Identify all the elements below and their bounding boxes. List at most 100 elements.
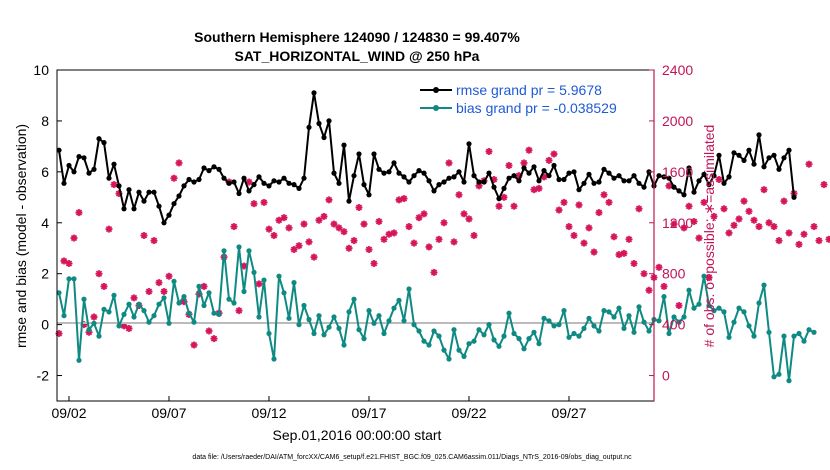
bias-point [756,300,762,306]
obs-marker [530,186,538,194]
obs-marker [355,203,363,211]
bias-point [666,330,672,337]
rmse-point [591,180,597,186]
rmse-point [771,152,777,158]
rmse-point [341,142,347,148]
bias-point [691,305,697,311]
rmse-point [56,147,62,153]
bias-point [71,276,77,282]
bias-point [476,327,482,333]
rmse-point [311,90,317,96]
rmse-point [281,175,287,181]
y-tick-label-left: 8 [41,113,49,129]
bias-point [106,309,112,315]
obs-marker [275,216,283,224]
obs-marker [505,161,513,169]
obs-marker [785,229,793,237]
bias-point [406,286,412,292]
rmse-point [261,180,267,186]
obs-marker [230,223,238,231]
bias-point [276,273,282,279]
obs-marker [555,206,563,214]
obs-marker [165,272,173,280]
bias-point [171,278,177,284]
rmse-point [366,192,372,198]
rmse-point [656,173,662,179]
obs-marker [645,286,653,294]
bias-point [746,323,752,329]
bias-point [686,287,692,293]
bias-point [571,330,577,337]
obs-marker [665,182,673,190]
bias-point [806,327,812,333]
bias-point [681,314,687,320]
obs-marker [435,235,443,243]
bias-point [466,341,472,347]
y-tick-label-left: 0 [41,317,49,333]
rmse-point [661,174,667,180]
obs-marker [655,263,663,271]
chart-subtitle: SAT_HORIZONTAL_WIND @ 250 hPa [235,48,480,64]
bias-point [286,315,292,321]
obs-marker [110,181,118,189]
bias-point [146,319,152,325]
rmse-point [246,188,252,194]
rmse-point [211,164,217,170]
rmse-point [466,141,472,147]
obs-marker [300,220,308,228]
rmse-point [416,168,422,174]
rmse-point [116,183,122,189]
obs-marker [485,147,493,155]
legend-bias-label: bias grand pr = -0.038529 [456,100,617,116]
rmse-point [671,184,677,190]
bias-point [601,308,607,314]
bias-point [86,327,92,333]
rmse-point [271,178,277,184]
bias-point [661,294,667,300]
obs-marker [640,270,648,278]
obs-marker [145,288,153,296]
rmse-point [71,169,77,175]
bias-point [346,309,352,315]
obs-marker [745,207,753,215]
bias-point [641,319,647,325]
obs-marker [260,198,268,206]
rmse-point [451,174,457,180]
bias-point [116,323,122,329]
rmse-point [256,174,262,180]
bias-point [366,308,372,314]
bias-point [341,342,347,348]
bias-point [266,330,272,337]
obs-marker [750,216,758,224]
rmse-point [706,182,712,188]
rmse-point [621,178,627,184]
bias-point [736,305,742,311]
bias-point [101,306,107,312]
rmse-point [61,180,67,186]
obs-marker [570,232,578,239]
bias-point [261,277,267,283]
rmse-point [406,179,412,185]
rmse-point [286,180,292,186]
bias-point [671,314,677,320]
obs-marker [70,234,78,242]
bias-point [446,356,452,362]
bias-point [91,320,97,326]
obs-marker [635,205,643,213]
bias-point [176,300,182,306]
bias-point [441,347,447,353]
bias-point [796,330,802,337]
bias-point [221,248,227,254]
y-tick-label-right: 0 [662,368,670,384]
rmse-point [241,175,247,181]
bias-point [121,311,127,317]
bias-point [411,322,417,328]
obs-marker [415,214,423,222]
bias-point [256,314,262,320]
obs-marker [700,198,708,206]
bias-point [431,328,437,334]
bias-point [531,329,537,335]
bias-point [216,311,222,317]
obs-marker [315,216,323,224]
bias-point [581,325,587,331]
